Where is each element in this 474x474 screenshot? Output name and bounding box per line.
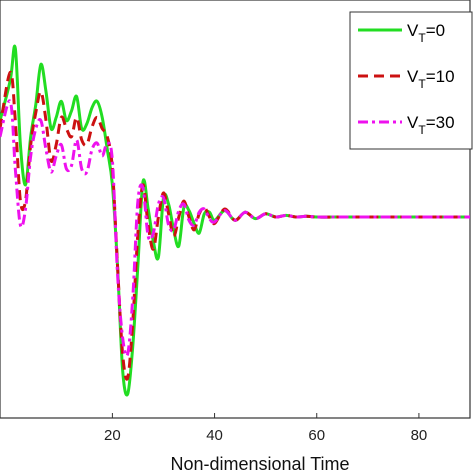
- legend-label-0: VT=0: [407, 21, 445, 45]
- x-tick-label: 20: [104, 427, 121, 444]
- series-lines: [0, 44, 470, 397]
- legend-label-1: VT=10: [407, 67, 455, 91]
- legend-box: [349, 11, 473, 150]
- x-tick-label: 80: [411, 427, 428, 444]
- x-tick-label: 40: [206, 427, 223, 444]
- x-tick-label: 60: [308, 427, 325, 444]
- x-axis-ticks: 20 40 60 80: [104, 413, 427, 444]
- x-axis-title: Non-dimensional Time: [170, 454, 349, 474]
- series-line-2: [0, 99, 470, 358]
- legend: VT=0 VT=10 VT=30: [349, 11, 473, 150]
- legend-label-2: VT=30: [407, 113, 455, 137]
